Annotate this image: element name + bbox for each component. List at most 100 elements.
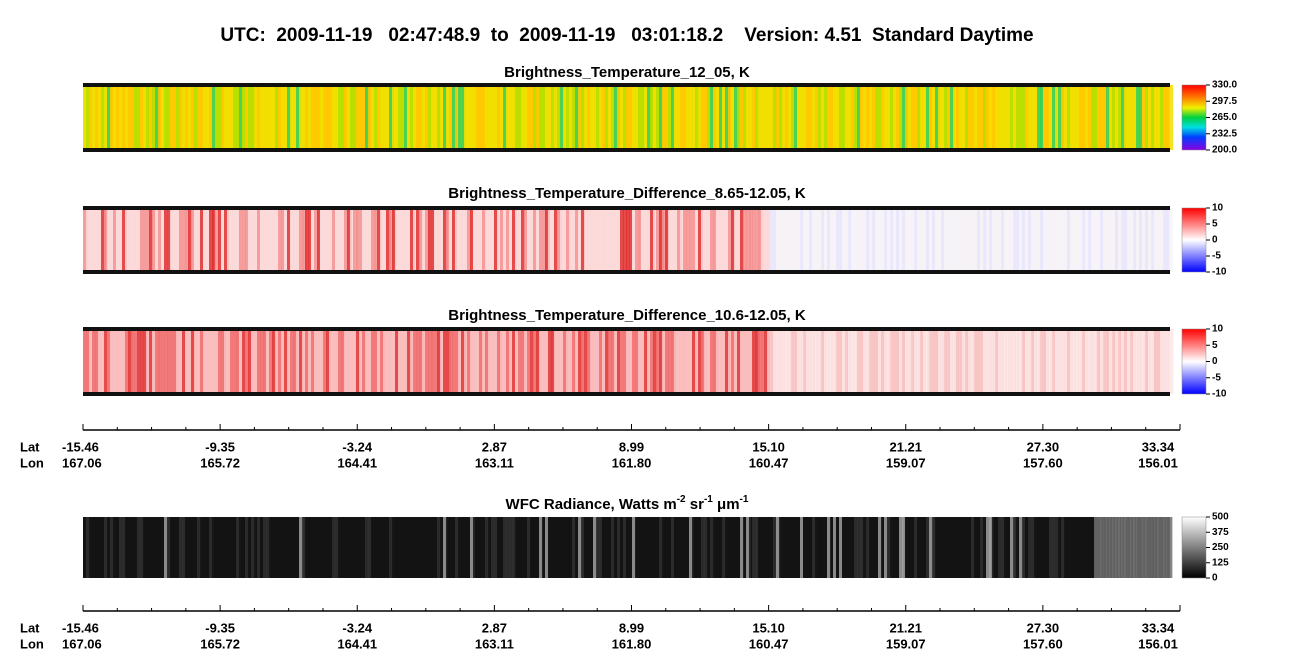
image-stripe [833,208,837,272]
image-stripe [893,329,897,394]
colorbar [1181,328,1207,395]
image-stripe [626,517,630,578]
image-stripe [1106,208,1111,272]
image-stripe [380,329,385,394]
image-stripe [1145,85,1149,150]
image-stripe [983,517,987,578]
image-stripe [521,329,526,394]
image-stripe [770,85,775,150]
image-stripe [767,329,771,394]
image-stripe [890,517,894,578]
image-stripe [1154,208,1158,272]
scan-edge [83,83,1170,87]
image-stripe [377,208,382,272]
image-stripe [1154,85,1159,150]
image-stripe [212,85,216,150]
image-stripe [578,329,583,394]
image-stripe [233,208,238,272]
lon-tick-label: 157.60 [1023,455,1063,470]
image-stripe [914,517,918,578]
image-stripe [1055,208,1060,272]
image-stripe [344,517,348,578]
image-stripe [185,329,190,394]
image-stripe [776,85,781,150]
image-stripe [350,329,354,394]
image-stripe [1067,517,1071,578]
image-stripe [1136,517,1140,578]
image-stripe [860,517,865,578]
image-stripe [125,517,129,578]
image-stripe [506,208,510,272]
image-stripe [1067,329,1071,394]
image-stripe [713,85,717,150]
image-stripe [212,329,216,394]
image-stripe [683,329,688,394]
image-stripe [395,517,400,578]
image-stripe [176,517,181,578]
image-stripe [590,517,594,578]
image-stripe [215,517,219,578]
image-stripe [479,85,483,150]
image-stripe [326,517,330,578]
image-stripe [860,329,864,394]
image-stripe [908,208,912,272]
image-stripe [137,85,141,150]
image-stripe [275,517,280,578]
image-stripe [632,208,637,272]
image-stripe [719,329,723,394]
image-stripe [215,208,219,272]
image-stripe [605,329,609,394]
image-stripe [1148,329,1153,394]
image-stripe [620,85,625,150]
image-stripe [176,208,181,272]
image-stripe [128,517,132,578]
image-stripe [1103,329,1107,394]
image-stripe [794,329,799,394]
image-stripe [293,329,298,394]
lon-tick-label: 159.07 [886,636,926,651]
image-stripe [866,517,871,578]
image-stripe [470,85,474,150]
image-stripe [728,85,733,150]
lat-tick-label: 2.87 [482,439,507,454]
image-stripe [392,208,397,272]
image-stripe [770,208,774,272]
image-stripe [422,85,427,150]
image-stripe [872,517,877,578]
image-stripe [716,208,720,272]
colorbar-label: 375 [1212,527,1229,538]
image-stripe [638,85,643,150]
image-stripe [509,208,514,272]
image-stripe [629,329,633,394]
image-stripe [803,208,808,272]
image-stripe [254,517,259,578]
image-stripe [533,329,538,394]
image-stripe [542,329,546,394]
image-stripe [686,208,690,272]
image-stripe [839,85,844,150]
image-stripe [1136,329,1140,394]
image-stripe [425,85,429,150]
image-stripe [635,208,640,272]
image-stripe [1139,517,1144,578]
image-stripe [113,329,117,394]
image-stripe [863,329,867,394]
image-stripe [191,329,195,394]
image-stripe [362,85,367,150]
image-stripe [101,208,106,272]
image-stripe [431,517,436,578]
image-stripe [605,85,609,150]
image-stripe [674,85,678,150]
image-stripe [368,85,372,150]
lat-tick-label: 15.10 [752,439,785,454]
image-stripe [338,85,343,150]
image-stripe [323,85,328,150]
image-stripe [1046,517,1050,578]
image-stripe [647,329,652,394]
image-stripe [1070,208,1075,272]
image-stripe [962,517,967,578]
image-stripe [947,208,952,272]
image-stripe [740,517,744,578]
image-stripe [1139,329,1144,394]
image-stripe [1106,517,1110,578]
